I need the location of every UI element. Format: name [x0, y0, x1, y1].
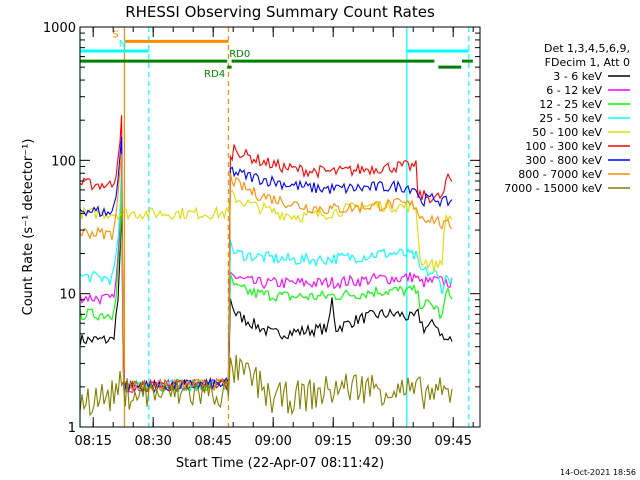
x-tick-label-08-30: 08:30 — [134, 434, 171, 449]
x-tick-label-08-45: 08:45 — [194, 434, 231, 449]
legend-label-800-7000-kev: 800 - 7000 keV — [518, 168, 602, 181]
legend-label-3-6-kev: 3 - 6 keV — [553, 70, 602, 83]
legend-label-300-800-kev: 300 - 800 keV — [525, 154, 602, 167]
series-group — [79, 115, 453, 417]
legend: Det 1,3,4,5,6,9, FDecim 1, Att 0 3 - 6 k… — [504, 42, 630, 195]
y-tick-label-100: 100 — [51, 154, 76, 169]
legend-label-25-50-kev: 25 - 50 keV — [539, 112, 602, 125]
series-line-50-100-kev — [79, 189, 453, 272]
legend-header-line-1: Det 1,3,4,5,6,9, — [544, 42, 630, 55]
y-axis-label: Count Rate (s⁻¹ detector⁻¹) — [21, 139, 36, 316]
legend-label-12-25-kev: 12 - 25 keV — [539, 98, 602, 111]
series-line-7000-15000-kev — [79, 354, 453, 417]
series-line-6-12-kev — [79, 168, 453, 394]
segment-label-n: N — [119, 39, 126, 50]
legend-label-7000-15000-kev: 7000 - 15000 keV — [504, 182, 602, 195]
x-axis: 08:15 08:30 08:45 09:00 09:15 09:30 09:45 — [74, 27, 474, 449]
plot-frame — [79, 26, 481, 428]
x-tick-label-08-15: 08:15 — [74, 434, 111, 449]
x-tick-label-09-00: 09:00 — [254, 434, 291, 449]
legend-header-line-2: FDecim 1, Att 0 — [545, 56, 630, 69]
y-axis: 1 10 100 1000 — [43, 21, 480, 436]
legend-label-50-100-kev: 50 - 100 keV — [532, 126, 602, 139]
chart-title: RHESSI Observing Summary Count Rates — [125, 3, 435, 21]
time-markers: SN RD4 RD0 — [79, 27, 473, 427]
series-line-3-6-kev — [79, 202, 453, 393]
legend-label-100-300-kev: 100 - 300 keV — [525, 140, 602, 153]
segment-label-rd4: RD4 — [204, 69, 225, 80]
footer-date: 14-Oct-2021 18:56 — [560, 468, 636, 477]
y-tick-label-1000: 1000 — [43, 21, 76, 36]
legend-label-6-12-kev: 6 - 12 keV — [546, 84, 602, 97]
series-line-300-800-kev — [79, 136, 453, 394]
series-line-25-50-kev — [79, 161, 453, 394]
segment-label-rd0: RD0 — [229, 49, 250, 60]
x-tick-label-09-30: 09:30 — [374, 434, 411, 449]
x-tick-label-09-15: 09:15 — [314, 434, 351, 449]
x-tick-label-09-45: 09:45 — [434, 434, 471, 449]
y-tick-label-10: 10 — [59, 288, 76, 303]
y-tick-label-1: 1 — [68, 421, 76, 436]
segment-label-s: S — [112, 29, 118, 40]
x-axis-label: Start Time (22-Apr-07 08:11:42) — [176, 456, 384, 471]
